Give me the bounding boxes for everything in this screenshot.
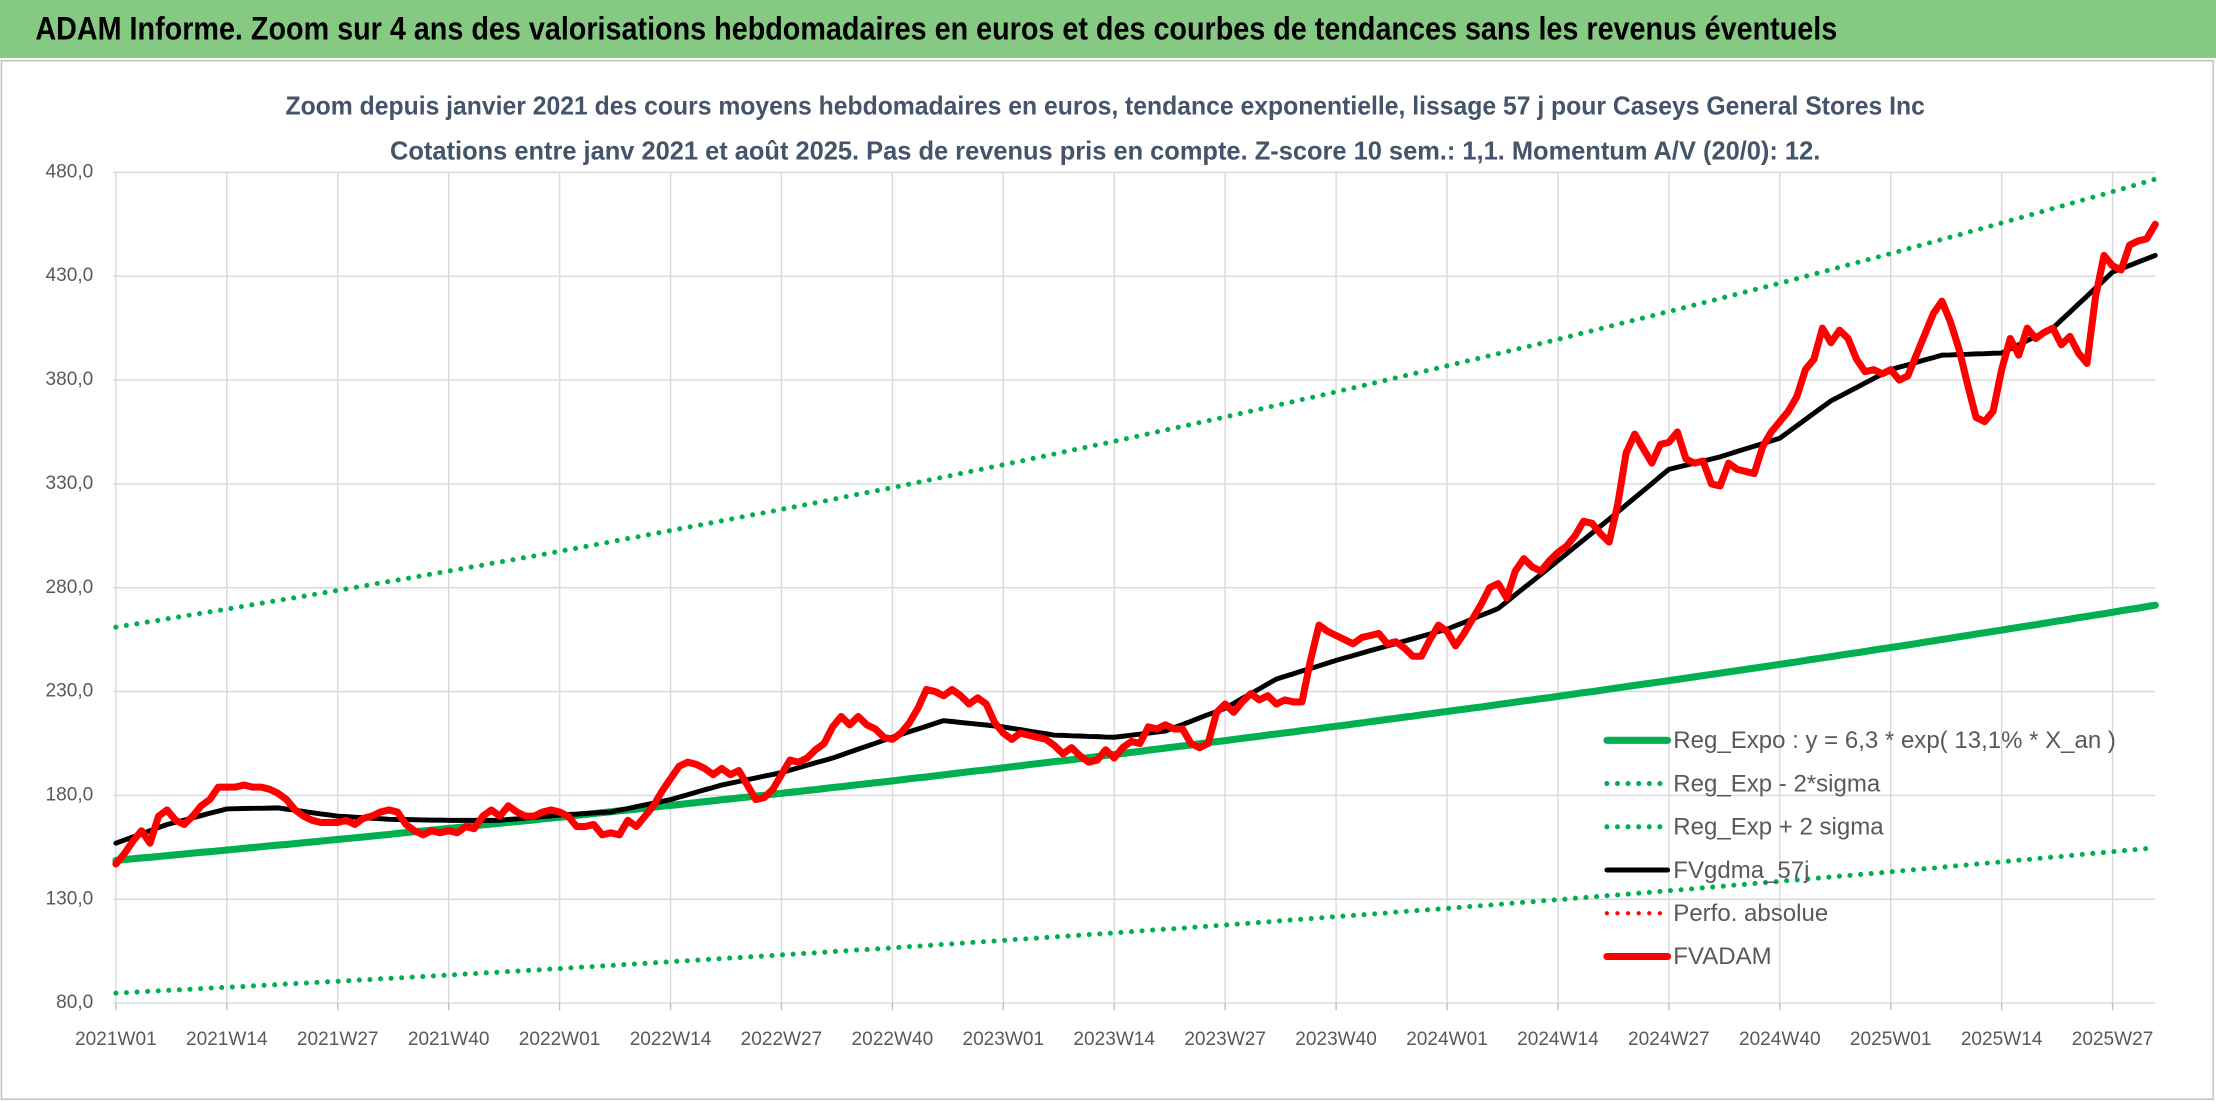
x-tick-label: 2024W27 [1628,1029,1710,1050]
y-tick-label: 380,0 [46,369,94,390]
chart-frame [0,60,2214,1100]
x-tick-label: 2023W40 [1295,1029,1377,1050]
x-tick-label: 2021W01 [75,1029,157,1050]
x-tick-label: 2025W01 [1850,1029,1932,1050]
legend-label: Reg_Expo : y = 6,3 * exp( 13,1% * X_an ) [1673,727,2116,754]
x-tick-label: 2023W01 [962,1029,1044,1050]
chart-title: Zoom depuis janvier 2021 des cours moyen… [285,90,1924,120]
x-tick-label: 2025W27 [2072,1029,2154,1050]
y-tick-label: 430,0 [46,265,94,286]
y-tick-label: 480,0 [46,161,94,182]
x-tick-label: 2024W14 [1517,1029,1599,1050]
x-tick-label: 2023W27 [1184,1029,1266,1050]
x-tick-label: 2022W27 [741,1029,823,1050]
header-title: ADAM Informe. Zoom sur 4 ans des valoris… [35,11,1837,47]
series-line [113,252,2158,846]
legend-label: FVgdma_57j [1673,857,1809,884]
series-line [113,176,2158,630]
x-tick-label: 2022W14 [630,1029,712,1050]
x-tick-label: 2021W14 [186,1029,268,1050]
series-line [112,601,2159,864]
series-line [112,220,2159,868]
x-tick-label: 2024W40 [1739,1029,1821,1050]
y-tick-label: 330,0 [46,473,94,494]
y-tick-label: 130,0 [46,888,94,909]
y-tick-label: 280,0 [46,577,94,598]
legend-label: Perfo. absolue [1673,900,1828,927]
x-tick-label: 2022W01 [519,1029,601,1050]
x-tick-label: 2022W40 [852,1029,934,1050]
x-tick-label: 2025W14 [1961,1029,2043,1050]
y-tick-label: 230,0 [46,681,94,702]
x-tick-label: 2021W27 [297,1029,379,1050]
header-bar [0,0,2216,58]
legend-label: FVADAM [1673,943,1771,970]
x-tick-label: 2023W14 [1073,1029,1155,1050]
series-line [113,845,2158,996]
y-tick-label: 80,0 [56,992,93,1013]
legend-label: Reg_Exp - 2*sigma [1673,770,1881,797]
x-tick-label: 2021W40 [408,1029,490,1050]
chart-subtitle: Cotations entre janv 2021 et août 2025. … [390,135,1820,165]
y-tick-label: 180,0 [46,784,94,805]
legend-label: Reg_Exp + 2 sigma [1673,814,1884,841]
x-tick-label: 2024W01 [1406,1029,1488,1050]
